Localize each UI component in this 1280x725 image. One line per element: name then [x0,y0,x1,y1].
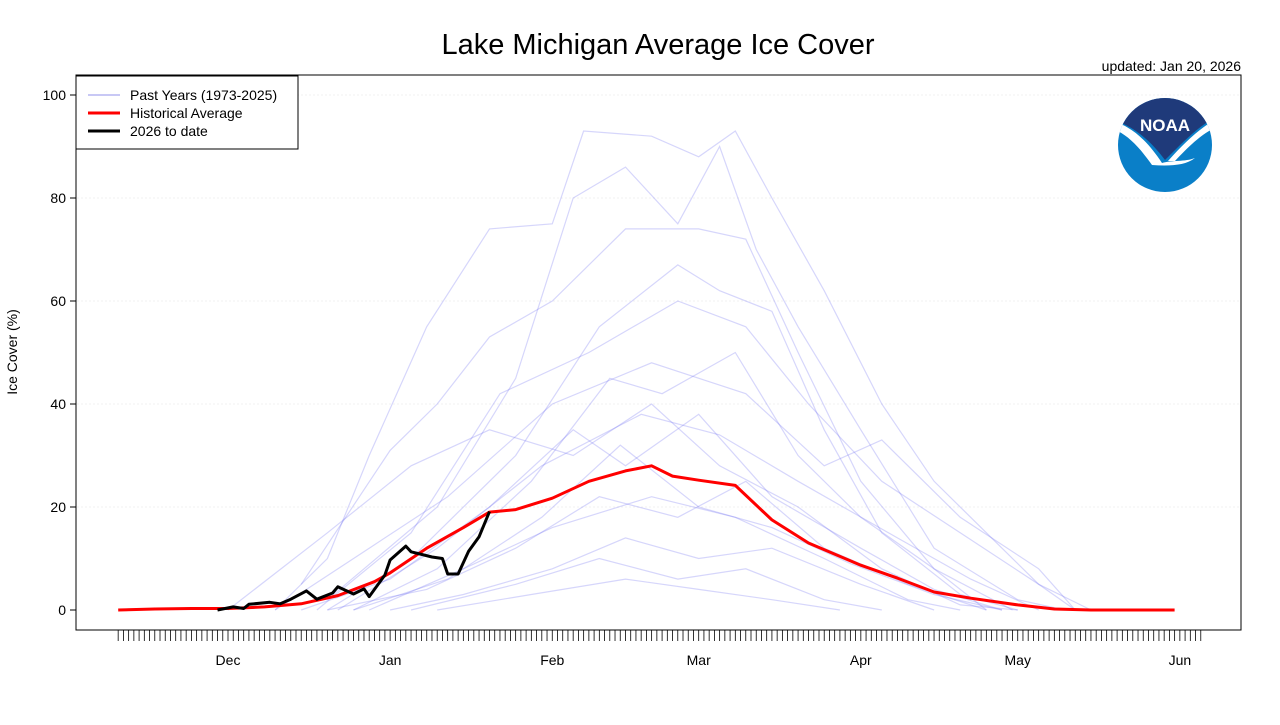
chart-title: Lake Michigan Average Ice Cover [441,29,874,61]
past-year-line [327,480,987,611]
past-year-line [368,496,961,611]
y-tick-label: 0 [58,602,66,618]
past-year-line [300,228,987,611]
y-tick-label: 60 [50,293,66,309]
past-years-series [227,130,1092,611]
logo-bird [1118,122,1195,166]
past-year-line [274,130,1076,611]
historical-average-line [118,464,1175,612]
main-series [118,464,1175,612]
logo-text: NOAA [1140,116,1190,135]
x-tick-label-jan: Jan [379,652,402,668]
y-tick-label: 20 [50,499,66,515]
x-tick-label-mar: Mar [687,652,711,668]
past-year-line [274,362,1076,611]
past-year-line [327,264,1018,611]
y-tick-label: 100 [43,87,67,103]
past-year-line [301,413,1003,611]
past-year-line [316,300,1092,611]
x-axis: Dec Jan Feb Mar Apr May Jun [117,630,1202,668]
noaa-logo: NOAA [1118,98,1212,192]
x-tick-label-dec: Dec [216,652,241,668]
legend-label-historical-average: Historical Average [130,105,243,121]
updated-label: updated: Jan 20, 2026 [1102,58,1242,74]
gridlines [77,94,1240,508]
y-axis: 0 20 40 60 80 100 [43,87,76,618]
y-tick-label: 80 [50,190,66,206]
past-year-line [327,145,1065,611]
y-axis-label: Ice Cover (%) [4,309,20,395]
x-tick-label-apr: Apr [850,652,872,668]
x-tick-label-feb: Feb [540,652,564,668]
x-tick-label-may: May [1005,652,1031,668]
past-year-line [410,557,882,611]
plot-frame [75,74,1242,631]
legend-label-2026: 2026 to date [130,123,208,139]
y-tick-label: 40 [50,396,66,412]
past-year-line [353,444,1003,611]
legend-label-past-years: Past Years (1973-2025) [130,87,277,103]
legend: Past Years (1973-2025) Historical Averag… [75,75,299,150]
past-year-line [437,578,840,611]
2026-to-date-line [217,511,491,612]
logo-top [1118,98,1212,160]
past-year-line [389,537,935,611]
x-tick-label-jun: Jun [1169,652,1192,668]
